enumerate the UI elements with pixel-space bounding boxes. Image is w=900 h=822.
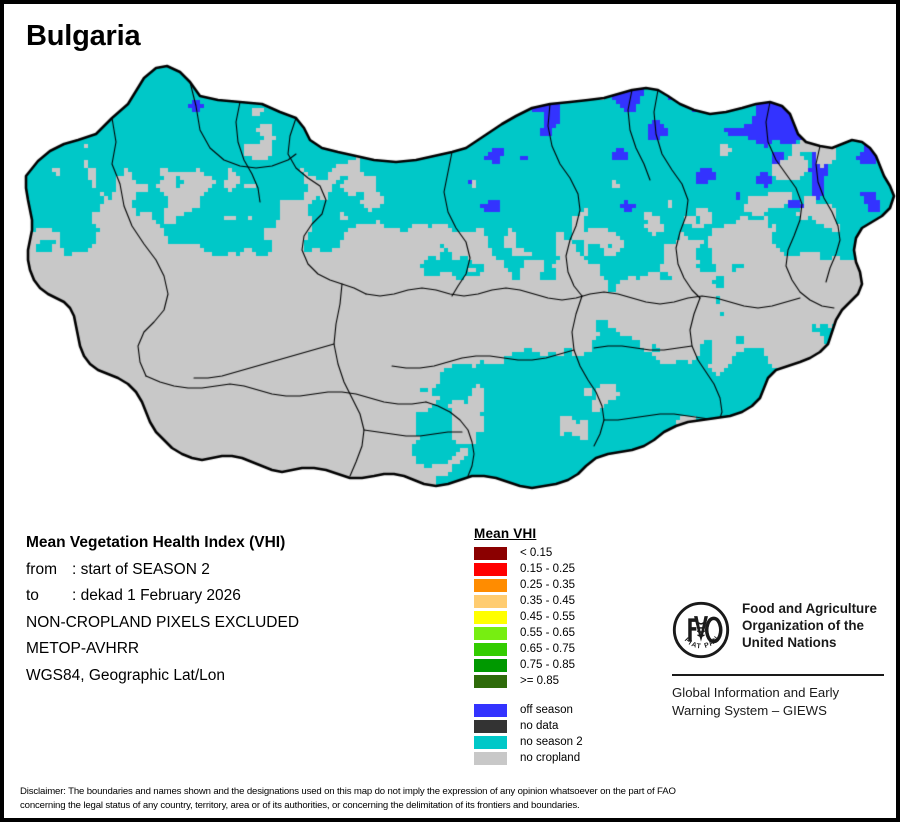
fao-divider — [672, 674, 884, 676]
legend-class-swatch — [474, 578, 507, 592]
legend-class-swatch — [474, 562, 507, 576]
legend-special-swatch — [474, 735, 507, 749]
legend-class-list: < 0.15 0.15 - 0.25 0.25 - 0.35 0.35 - 0.45 0… — [474, 545, 654, 689]
info-from-value: : start of SEASON 2 — [72, 560, 210, 578]
legend-class-row: 0.75 - 0.85 — [474, 657, 654, 673]
fao-emblem-icon: FIAT PANIS — [669, 596, 730, 664]
legend-class-swatch — [474, 642, 507, 656]
info-to-label: to — [26, 587, 39, 604]
legend-class-swatch — [474, 658, 507, 672]
disclaimer-line2: concerning the legal status of any count… — [20, 799, 580, 811]
legend-special-row: no season 2 — [474, 734, 654, 750]
legend-class-swatch — [474, 674, 507, 688]
fao-name-line3: United Nations — [742, 635, 837, 650]
info-projection: WGS84, Geographic Lat/Lon — [26, 666, 226, 684]
legend-class-label: 0.15 - 0.25 — [520, 563, 575, 575]
info-heading: Mean Vegetation Health Index (VHI) — [26, 534, 286, 551]
fao-name-line2: Organization of the — [742, 618, 864, 633]
info-from-label: from — [26, 560, 57, 578]
fao-branding: FIAT PANIS Food and Agriculture Organiza… — [669, 596, 887, 720]
map-figure — [4, 56, 896, 516]
legend-class-label: 0.75 - 0.85 — [520, 659, 575, 671]
map-info-block: Mean Vegetation Health Index (VHI) from:… — [26, 530, 456, 689]
info-from-row: from : start of SEASON 2 — [26, 557, 456, 584]
legend-class-label: < 0.15 — [520, 547, 553, 559]
legend-special-swatch — [474, 703, 507, 717]
legend-class-row: 0.55 - 0.65 — [474, 625, 654, 641]
info-cropland-note: NON-CROPLAND PIXELS EXCLUDED — [26, 613, 300, 631]
legend-class-row: 0.45 - 0.55 — [474, 609, 654, 625]
legend-class-swatch — [474, 610, 507, 624]
legend-special-label: no cropland — [520, 752, 581, 764]
legend-title: Mean VHI — [474, 526, 537, 541]
disclaimer-line1: Disclaimer: The boundaries and names sho… — [20, 786, 676, 797]
legend-special-list: off season no data no season 2 no cropland — [474, 702, 654, 766]
legend-special-row: off season — [474, 702, 654, 718]
fao-organization-name: Food and Agriculture Organization of the… — [742, 600, 877, 651]
legend-class-swatch — [474, 546, 507, 560]
legend-class-label: 0.35 - 0.45 — [520, 595, 575, 607]
legend-class-label: >= 0.85 — [520, 675, 560, 687]
info-to-row: to : dekad 1 February 2026 — [26, 583, 456, 610]
giews-line2: Warning System – GIEWS — [672, 703, 827, 718]
legend-special-label: no data — [520, 720, 559, 732]
giews-subtitle: Global Information and Early Warning Sys… — [672, 684, 887, 720]
legend-special-label: off season — [520, 704, 573, 716]
giews-line1: Global Information and Early — [672, 685, 840, 700]
legend-special-row: no cropland — [474, 750, 654, 766]
legend-class-row: 0.65 - 0.75 — [474, 641, 654, 657]
legend-class-label: 0.25 - 0.35 — [520, 579, 575, 591]
fao-name-line1: Food and Agriculture — [742, 601, 877, 616]
info-to-value: : dekad 1 February 2026 — [72, 587, 241, 604]
legend-special-label: no season 2 — [520, 736, 583, 748]
legend-class-row: >= 0.85 — [474, 673, 654, 689]
info-sensor: METOP-AVHRR — [26, 640, 140, 657]
disclaimer: Disclaimer: The boundaries and names sho… — [20, 785, 886, 812]
legend-class-row: 0.35 - 0.45 — [474, 593, 654, 609]
vhi-map-canvas — [4, 56, 896, 516]
map-legend: Mean VHI < 0.15 0.15 - 0.25 0.25 - 0.35 0.3… — [474, 526, 654, 766]
legend-class-swatch — [474, 594, 507, 608]
legend-class-label: 0.45 - 0.55 — [520, 611, 575, 623]
legend-class-row: 0.15 - 0.25 — [474, 561, 654, 577]
legend-class-label: 0.65 - 0.75 — [520, 643, 575, 655]
legend-class-swatch — [474, 626, 507, 640]
fao-logo-row: FIAT PANIS Food and Agriculture Organiza… — [669, 596, 887, 664]
legend-special-row: no data — [474, 718, 654, 734]
legend-class-row: < 0.15 — [474, 545, 654, 561]
legend-special-swatch — [474, 751, 507, 765]
legend-class-row: 0.25 - 0.35 — [474, 577, 654, 593]
page-title: Bulgaria — [26, 20, 141, 52]
legend-special-swatch — [474, 719, 507, 733]
legend-spacer — [474, 689, 654, 702]
legend-class-label: 0.55 - 0.65 — [520, 627, 575, 639]
